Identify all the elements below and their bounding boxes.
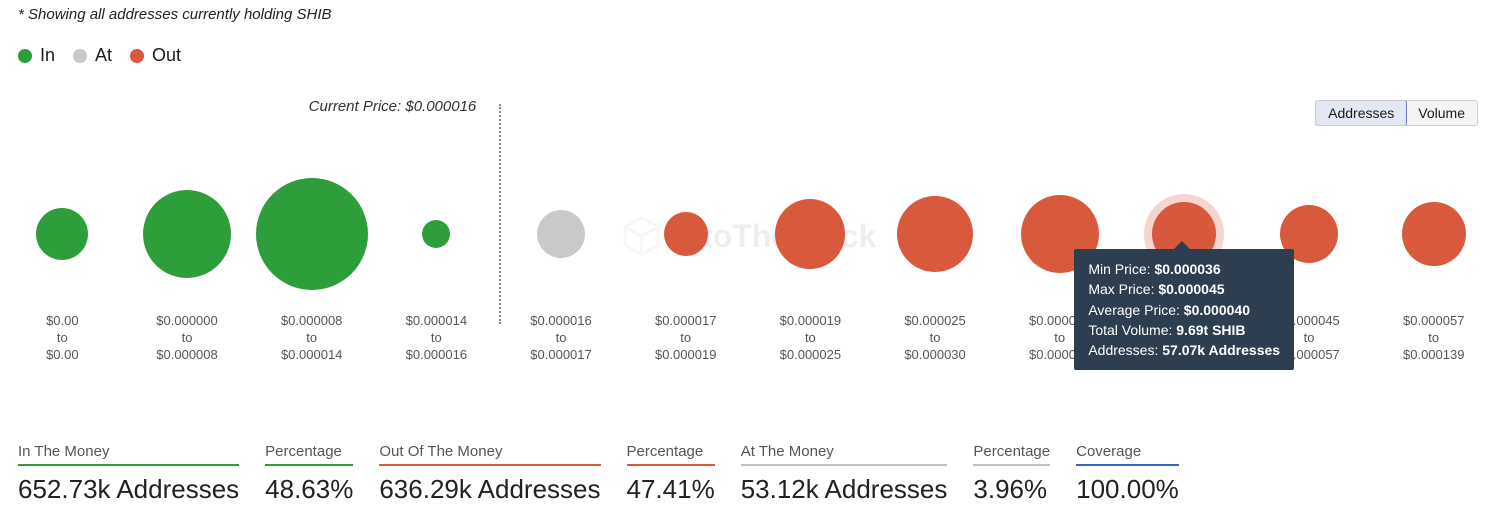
legend-item-at: At [73,45,112,66]
metric-label: Percentage [627,443,715,466]
bubble [1402,202,1466,266]
dot-in [18,49,32,63]
metric-label: At The Money [741,443,948,466]
metric-label: Out Of The Money [379,443,600,466]
toggle-addresses[interactable]: Addresses [1315,100,1407,126]
bubble-slot[interactable] [249,174,374,294]
metric-label: Percentage [265,443,353,466]
legend-label-out: Out [152,45,181,66]
legend-label-at: At [95,45,112,66]
legend-label-in: In [40,45,55,66]
metric-value: 100.00% [1076,474,1179,505]
xtick: $0.000014to$0.000016 [374,313,499,364]
summary-row: In The Money 652.73k Addresses Percentage 4… [18,443,1478,505]
tooltip: Min Price: $0.000036Max Price: $0.000045… [1074,249,1294,370]
metric-value: 48.63% [265,474,353,505]
metric-label: Percentage [973,443,1050,466]
metric: In The Money 652.73k Addresses [18,443,239,505]
current-price-label: Current Price: $0.000016 [309,98,477,115]
xtick: $0.000017to$0.000019 [623,313,748,364]
bubble [36,208,88,260]
bubble-slot[interactable] [873,174,998,294]
bubble [143,190,231,278]
metric: At The Money 53.12k Addresses [741,443,948,505]
metric-value: 636.29k Addresses [379,474,600,505]
note: * Showing all addresses currently holdin… [0,0,1496,29]
metric: Percentage 47.41% [627,443,715,505]
bubble-slot[interactable] [499,174,624,294]
bubble-slot[interactable] [623,174,748,294]
metric-value: 47.41% [627,474,715,505]
xtick: $0.000057to$0.000139 [1371,313,1496,364]
metric-label: In The Money [18,443,239,466]
metric-value: 652.73k Addresses [18,474,239,505]
bubble [897,196,973,272]
xtick: $0.000000to$0.000008 [125,313,250,364]
bubble-slot[interactable] [1371,174,1496,294]
bubble [775,199,845,269]
bubble [537,210,585,258]
xtick: $0.000008to$0.000014 [249,313,374,364]
bubble-slot[interactable] [748,174,873,294]
xtick: $0.000016to$0.000017 [499,313,624,364]
metric-value: 3.96% [973,474,1050,505]
metric: Percentage 3.96% [973,443,1050,505]
bubble-slot[interactable] [0,174,125,294]
bubble [256,178,368,290]
bubble [664,212,708,256]
metric: Out Of The Money 636.29k Addresses [379,443,600,505]
xtick: $0.000019to$0.000025 [748,313,873,364]
metric: Percentage 48.63% [265,443,353,505]
legend: In At Out [0,29,1496,74]
bubble [422,220,450,248]
dot-at [73,49,87,63]
xtick: $0.000025to$0.000030 [873,313,998,364]
bubble-slot[interactable] [374,174,499,294]
bubble-slot[interactable] [125,174,250,294]
metric-value: 53.12k Addresses [741,474,948,505]
xtick: $0.00to$0.00 [0,313,125,364]
legend-item-out: Out [130,45,181,66]
metric: Coverage 100.00% [1076,443,1179,505]
legend-item-in: In [18,45,55,66]
bubble-chart: IntoTheBlock Current Price: $0.000016 $0… [0,104,1496,364]
metric-label: Coverage [1076,443,1179,466]
dot-out [130,49,144,63]
